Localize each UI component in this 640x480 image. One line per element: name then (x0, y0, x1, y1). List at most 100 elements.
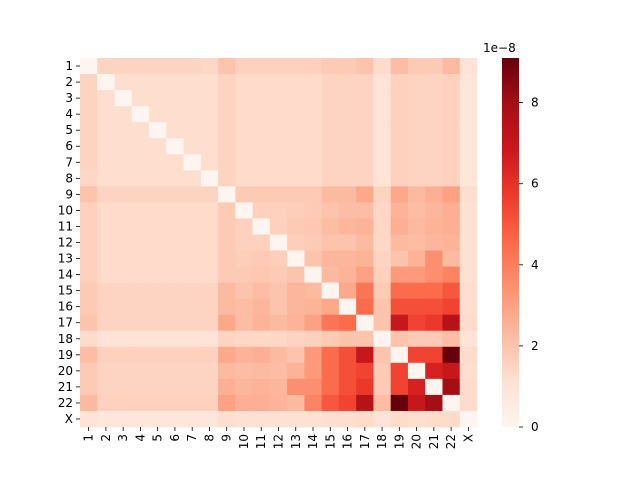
heatmap-cell (149, 58, 167, 75)
heatmap-cell (269, 282, 288, 300)
heatmap-cell (390, 378, 409, 396)
heatmap-cell (356, 298, 374, 316)
colorbar-tick-label: 2 (531, 339, 539, 353)
heatmap-cell (252, 410, 271, 428)
heatmap-cell (200, 298, 219, 316)
heatmap-cell (166, 330, 184, 348)
heatmap-cell (304, 202, 323, 219)
heatmap-cell (200, 282, 219, 300)
heatmap-cell (235, 330, 254, 348)
heatmap-cell (131, 330, 150, 348)
y-tick-label: 15 (58, 284, 73, 298)
heatmap-cell (338, 410, 357, 428)
heatmap-cell (200, 138, 219, 155)
heatmap-cell (373, 186, 392, 203)
heatmap-cell (407, 106, 426, 123)
heatmap-cell (131, 122, 150, 139)
heatmap-cell (97, 202, 115, 219)
heatmap-cell (425, 74, 443, 91)
heatmap-cell (149, 138, 167, 155)
heatmap-cell (338, 218, 357, 235)
heatmap-cell (218, 394, 236, 412)
heatmap-cell (373, 74, 392, 91)
heatmap-cell (390, 74, 409, 91)
heatmap-cell (459, 58, 478, 75)
x-tick-label: 7 (185, 434, 199, 442)
heatmap-cell (80, 90, 98, 107)
heatmap-cell (235, 234, 254, 251)
heatmap-cell (338, 58, 357, 75)
heatmap-cell (80, 106, 98, 123)
heatmap-cell (442, 138, 461, 155)
heatmap-cell (373, 362, 392, 380)
colorbar-tick-label: 4 (531, 258, 539, 272)
heatmap-cell (183, 170, 202, 187)
heatmap-cell (200, 122, 219, 139)
heatmap-cell (269, 138, 288, 155)
heatmap-cell (373, 122, 392, 139)
heatmap-cell (321, 58, 340, 75)
heatmap-cell (407, 394, 426, 412)
heatmap-cell (304, 394, 323, 412)
heatmap-cell (338, 282, 357, 300)
heatmap-cell (425, 394, 443, 412)
heatmap-cell (252, 186, 271, 203)
heatmap-cell (338, 106, 357, 123)
heatmap-cell (200, 394, 219, 412)
y-tick-label: 1 (65, 59, 73, 73)
heatmap-cell (321, 234, 340, 251)
heatmap-cell (131, 58, 150, 75)
heatmap-cell (114, 90, 133, 107)
heatmap-cell (407, 90, 426, 107)
heatmap-cell (269, 298, 288, 316)
heatmap-cell (218, 314, 236, 332)
heatmap-cell (149, 282, 167, 300)
heatmap-cell (373, 378, 392, 396)
heatmap-cell (200, 170, 219, 187)
heatmap-cell (287, 138, 305, 155)
heatmap-cell (218, 250, 236, 267)
heatmap-cell (321, 106, 340, 123)
heatmap-cell (235, 106, 254, 123)
heatmap-cell (373, 298, 392, 316)
heatmap-cell (269, 330, 288, 348)
heatmap-cell (269, 90, 288, 107)
heatmap-cell (131, 202, 150, 219)
heatmap-cell (131, 394, 150, 412)
heatmap-cell (252, 74, 271, 91)
heatmap-cell (166, 378, 184, 396)
heatmap-cell (373, 154, 392, 171)
x-tick-label: 8 (202, 434, 216, 442)
heatmap-cell (114, 266, 133, 284)
heatmap-cell (304, 58, 323, 75)
x-tick-label: 2 (99, 434, 113, 442)
heatmap-cell (80, 330, 98, 348)
heatmap-cell (200, 218, 219, 235)
heatmap-cell (235, 314, 254, 332)
heatmap-cell (218, 378, 236, 396)
heatmap-cell (338, 138, 357, 155)
heatmap-cell (356, 330, 374, 348)
heatmap-cell (218, 58, 236, 75)
heatmap-cell (149, 74, 167, 91)
offset-text: 1e−8 (483, 41, 516, 55)
heatmap-cell (252, 362, 271, 380)
heatmap-cell (218, 122, 236, 139)
heatmap-cell (80, 74, 98, 91)
heatmap-cell (131, 410, 150, 428)
heatmap-cell (183, 394, 202, 412)
heatmap-cell (390, 346, 409, 364)
colorbar-tick-label: 6 (531, 177, 539, 191)
heatmap-cell (97, 250, 115, 267)
heatmap-cell (459, 410, 478, 428)
heatmap-cell (114, 394, 133, 412)
heatmap-cell (407, 266, 426, 284)
heatmap-cell (287, 298, 305, 316)
heatmap-cell (459, 74, 478, 91)
heatmap-cell (287, 234, 305, 251)
heatmap-cell (131, 362, 150, 380)
heatmap-cell (459, 298, 478, 316)
heatmap-cell (425, 122, 443, 139)
heatmap-cell (321, 218, 340, 235)
